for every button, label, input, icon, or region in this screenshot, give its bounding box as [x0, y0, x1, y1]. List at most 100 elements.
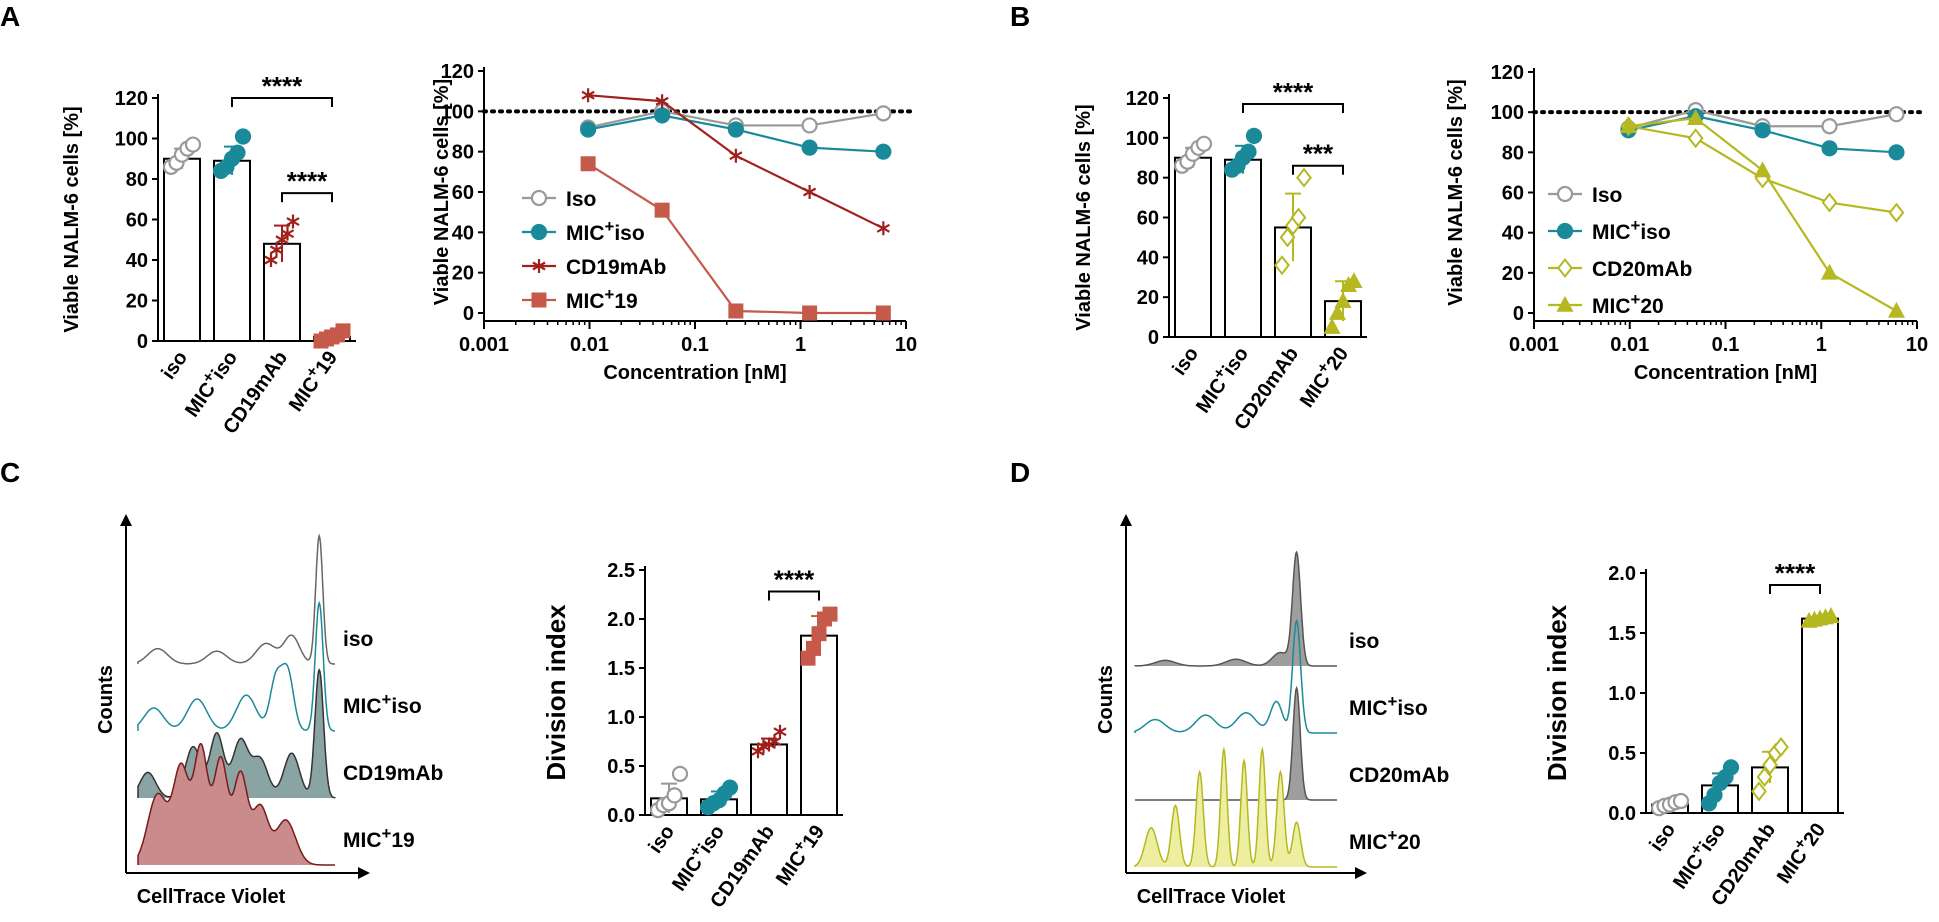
data-point — [1822, 607, 1840, 623]
x-tick-label: 0.001 — [459, 334, 509, 356]
bar — [750, 743, 788, 816]
chart-b-viability-bars: 0 20 40 60 80 100 120 Viable NALM-6 cells [%] is… — [1073, 77, 1367, 434]
data-point — [286, 214, 300, 229]
legend-label-pre: MIC — [566, 290, 605, 313]
y-tick-label: 20 — [1137, 287, 1159, 309]
legend-label-post: 20 — [1640, 295, 1663, 318]
legend-label-sup: + — [605, 285, 615, 304]
panel-letter-b: B — [1010, 1, 1030, 32]
histogram-label: MIC+iso — [343, 690, 422, 718]
data-point — [1722, 759, 1740, 776]
data-point — [1290, 207, 1307, 228]
legend-label: Iso — [566, 188, 596, 211]
significance-bracket — [1769, 584, 1821, 594]
data-point — [767, 734, 782, 749]
histogram-label-sup: + — [1388, 826, 1398, 845]
y-axis-label: Division index — [541, 604, 571, 781]
data-point — [1274, 255, 1290, 276]
series-point — [802, 305, 818, 321]
data-point — [229, 144, 246, 161]
histogram-label-pre: MIC — [1349, 697, 1388, 720]
chart-b-dose-response: 0 20 40 60 80 100 120 0.001 0.01 0.1 1 10 Concentrat… — [1445, 62, 1928, 384]
histogram-label: iso — [343, 628, 373, 651]
x-axis-label: CellTrace Violet — [1137, 886, 1286, 908]
histogram-label-pre: MIC — [343, 695, 382, 718]
series-point — [655, 94, 669, 109]
x-tick-label: 10 — [1906, 334, 1928, 356]
series-point — [581, 88, 595, 103]
category-label-pre: MIC — [1296, 369, 1335, 412]
legend-label: MIC+iso — [566, 217, 645, 245]
legend-label-pre: MIC — [566, 222, 605, 245]
y-tick-label: 2.0 — [1608, 563, 1636, 585]
data-point — [280, 226, 295, 241]
legend-label-pre: CD19mAb — [566, 256, 666, 279]
y-axis-label: Viable NALM-6 cells [%] — [1445, 79, 1467, 305]
series-point — [1754, 161, 1772, 178]
y-tick-label: 80 — [1137, 168, 1159, 190]
significance-bracket — [231, 97, 333, 107]
series-point — [1821, 140, 1838, 157]
histogram-label: CD19mAb — [343, 762, 443, 785]
legend-label-post: iso — [1640, 221, 1670, 244]
data-point — [1334, 292, 1352, 308]
series-point — [1888, 106, 1905, 123]
legend-label: CD20mAb — [1592, 258, 1692, 281]
data-point — [1296, 167, 1312, 188]
y-tick-label: 100 — [1491, 102, 1524, 124]
panel-letter-a: A — [0, 1, 20, 32]
category-label-pre: iso — [157, 347, 192, 383]
bar — [1801, 617, 1839, 814]
y-tick-label: 1.0 — [607, 707, 635, 729]
histogram-label-pre: iso — [343, 628, 373, 651]
series-point — [1821, 192, 1838, 213]
series-point — [1687, 109, 1705, 125]
bar — [213, 159, 251, 342]
category-label: iso — [1168, 343, 1203, 379]
data-point — [269, 242, 284, 257]
category-label: MIC+19 — [282, 345, 342, 416]
histogram-label-post: iso — [1397, 697, 1427, 720]
series-point — [1619, 117, 1638, 134]
data-point — [264, 253, 278, 267]
legend-label-pre: Iso — [1592, 184, 1622, 207]
data-point — [1762, 754, 1778, 776]
histogram-label: CD20mAb — [1349, 764, 1449, 787]
y-tick-label: 0.5 — [607, 756, 635, 778]
y-tick-label: 1.0 — [1608, 683, 1636, 705]
legend-label-post: 19 — [614, 290, 637, 313]
legend-marker — [1556, 295, 1574, 312]
histogram-label-post: 19 — [391, 829, 414, 852]
histogram-trace — [1134, 746, 1337, 868]
y-axis-arrow — [120, 514, 132, 526]
y-tick-label: 0.0 — [1608, 803, 1636, 825]
y-tick-label: 0 — [137, 331, 148, 353]
histogram-label: MIC+20 — [1349, 826, 1421, 854]
category-label: MIC+20 — [1770, 817, 1830, 888]
data-point — [1345, 272, 1363, 289]
y-tick-label: 0 — [1148, 327, 1159, 349]
histogram-label-post: iso — [391, 695, 421, 718]
data-point — [666, 787, 683, 804]
y-tick-label: 2.0 — [607, 609, 635, 631]
y-tick-label: 80 — [452, 142, 474, 164]
significance-bracket — [768, 590, 820, 601]
bar — [1224, 158, 1262, 338]
significance-bracket — [281, 192, 333, 203]
series-point — [654, 107, 671, 124]
bar — [163, 157, 201, 342]
significance-stars: *** — [1303, 139, 1334, 169]
y-tick-label: 1.5 — [607, 658, 635, 680]
legend-label: MIC+iso — [1592, 216, 1671, 244]
y-tick-label: 20 — [126, 291, 148, 313]
series-point — [1821, 118, 1838, 135]
category-label: iso — [1645, 819, 1680, 855]
y-tick-label: 20 — [1502, 263, 1524, 285]
histogram-label: MIC+iso — [1349, 692, 1428, 720]
legend-marker — [1557, 257, 1573, 279]
series-point — [1887, 301, 1905, 318]
legend-label-pre: CD20mAb — [1592, 258, 1692, 281]
series-point — [875, 305, 891, 321]
y-tick-label: 120 — [441, 61, 474, 83]
y-tick-label: 2.5 — [607, 560, 635, 582]
